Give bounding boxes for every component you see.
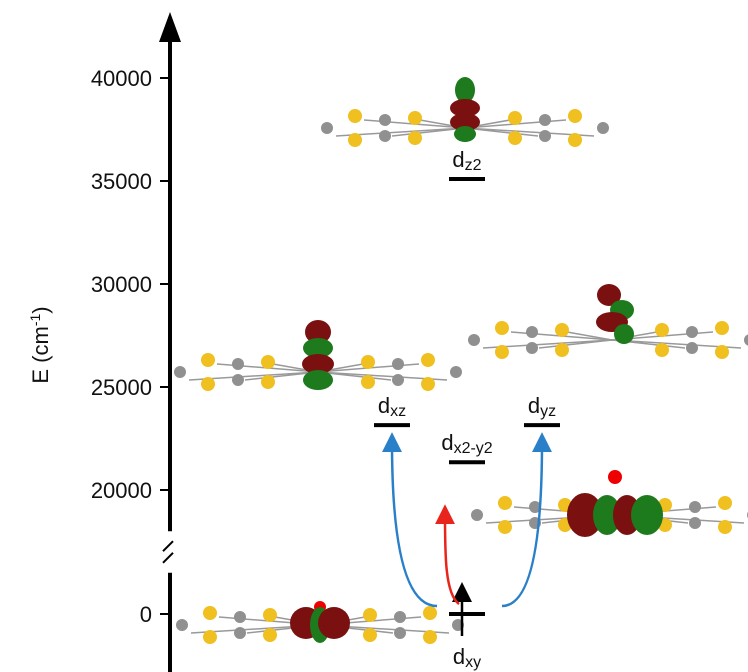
atom — [203, 606, 217, 620]
atom — [201, 353, 215, 367]
level-sub: xz — [390, 403, 406, 420]
atom — [526, 342, 538, 354]
level-sub: x2-y2 — [454, 440, 493, 457]
atom — [526, 326, 538, 338]
atom — [234, 627, 246, 639]
atom — [363, 608, 377, 622]
atom — [715, 321, 729, 335]
atom — [539, 114, 551, 126]
atom — [408, 131, 422, 145]
atom — [744, 334, 748, 346]
atom — [394, 611, 406, 623]
atom — [234, 611, 246, 623]
atom — [392, 358, 404, 370]
atom — [363, 628, 377, 642]
atom — [348, 133, 362, 147]
atom — [174, 366, 186, 378]
atom — [498, 496, 512, 510]
atom — [498, 520, 512, 534]
y-tick-label: 25000 — [91, 375, 152, 400]
atom — [423, 606, 437, 620]
atom — [555, 323, 569, 337]
atom — [421, 353, 435, 367]
level-d: d — [378, 393, 390, 418]
atom — [423, 630, 437, 644]
level-d: d — [441, 430, 453, 455]
level-label: dx2-y2 — [441, 430, 492, 457]
lobe — [631, 495, 663, 535]
atom — [508, 131, 522, 145]
atom — [379, 114, 391, 126]
atom — [568, 133, 582, 147]
atom — [394, 627, 406, 639]
atom — [261, 355, 275, 369]
lobe — [614, 324, 634, 344]
atom — [321, 122, 333, 134]
atom — [361, 355, 375, 369]
atom — [379, 130, 391, 142]
lobe — [318, 607, 350, 639]
atom — [508, 111, 522, 125]
level-label: dxy — [453, 644, 481, 671]
atom — [468, 334, 480, 346]
y-label-part: ) — [28, 306, 53, 313]
atom — [421, 377, 435, 391]
level-d: d — [528, 393, 540, 418]
y-axis-label: E (cm-1) — [27, 306, 53, 383]
y-tick-label: 20000 — [91, 478, 152, 503]
axis-break — [163, 553, 173, 563]
atom — [471, 509, 483, 521]
atom — [718, 520, 732, 534]
atom — [718, 496, 732, 510]
atom — [539, 130, 551, 142]
level-sub: yz — [540, 403, 556, 420]
lobe — [454, 126, 476, 142]
atom — [408, 111, 422, 125]
atom — [689, 501, 701, 513]
atom — [348, 109, 362, 123]
chart: 02000025000300003500040000E (cm-1)dxydx2… — [0, 0, 748, 672]
lobe — [608, 470, 622, 484]
y-tick-label: 35000 — [91, 169, 152, 194]
atom — [597, 122, 609, 134]
axis-arrow — [159, 12, 181, 42]
level-label: dz2 — [452, 147, 481, 174]
level-sub: z2 — [465, 157, 482, 174]
atom — [568, 109, 582, 123]
atom — [263, 608, 277, 622]
transition-arrow — [445, 514, 459, 604]
level-sub: xy — [465, 654, 481, 671]
axis-break — [163, 541, 173, 551]
atom — [495, 345, 509, 359]
atom — [232, 358, 244, 370]
atom — [715, 345, 729, 359]
lobe — [303, 370, 333, 390]
atom — [361, 375, 375, 389]
y-tick-label: 0 — [140, 602, 152, 627]
atom — [201, 377, 215, 391]
atom — [232, 374, 244, 386]
level-d: d — [453, 644, 465, 669]
y-tick-label: 40000 — [91, 66, 152, 91]
atom — [655, 323, 669, 337]
atom — [263, 628, 277, 642]
atom — [686, 326, 698, 338]
y-tick-label: 30000 — [91, 272, 152, 297]
atom — [450, 366, 462, 378]
y-label-part: E (cm — [28, 326, 53, 383]
atom — [555, 343, 569, 357]
atom — [495, 321, 509, 335]
atom — [689, 517, 701, 529]
atom — [686, 342, 698, 354]
atom — [655, 343, 669, 357]
level-d: d — [452, 147, 464, 172]
atom — [261, 375, 275, 389]
level-label: dxz — [378, 393, 406, 420]
y-label-part: -1 — [27, 314, 43, 327]
atom — [203, 630, 217, 644]
level-label: dyz — [528, 393, 556, 420]
transition-arrow — [392, 442, 437, 606]
atom — [392, 374, 404, 386]
atom — [176, 619, 188, 631]
